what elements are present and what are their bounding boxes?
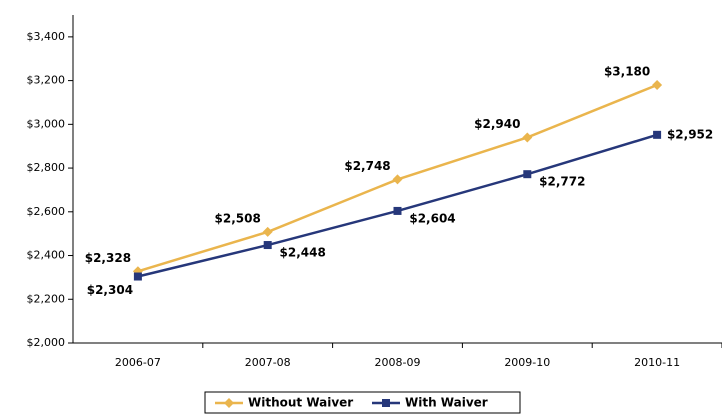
legend-label: Without Waiver — [248, 396, 353, 410]
data-label: $2,748 — [344, 159, 390, 173]
y-tick-label: $2,400 — [27, 249, 66, 262]
x-tick-label: 2008-09 — [375, 356, 421, 369]
marker — [133, 272, 142, 281]
x-tick-label: 2009-10 — [504, 356, 550, 369]
x-tick-label: 2007-08 — [245, 356, 291, 369]
marker — [382, 399, 390, 407]
data-label: $2,604 — [409, 211, 455, 225]
data-label: $2,508 — [215, 211, 261, 225]
x-tick-label: 2010-11 — [634, 356, 680, 369]
y-tick-label: $2,600 — [27, 205, 66, 218]
marker — [262, 226, 273, 237]
marker — [392, 174, 403, 185]
marker — [523, 170, 532, 179]
legend: Without Waiver With Waiver — [204, 391, 521, 414]
marker — [393, 206, 402, 215]
y-tick-label: $3,000 — [27, 117, 66, 130]
data-label: $3,180 — [604, 64, 650, 78]
marker — [263, 241, 272, 250]
data-label: $2,952 — [667, 127, 713, 141]
legend-box — [204, 391, 521, 414]
marker — [522, 132, 533, 143]
y-tick-label: $2,800 — [27, 161, 66, 174]
y-tick-label: $3,200 — [27, 74, 66, 87]
data-label: $2,772 — [539, 175, 585, 189]
data-label: $2,328 — [85, 251, 131, 265]
marker — [224, 398, 234, 408]
series-line — [137, 133, 658, 278]
marker — [652, 79, 663, 90]
marker — [653, 130, 662, 139]
data-label: $2,304 — [87, 283, 133, 297]
y-tick-label: $3,400 — [27, 30, 66, 43]
y-tick-label: $2,000 — [27, 336, 66, 349]
legend-label: With Waiver — [405, 396, 488, 410]
data-label: $2,940 — [474, 117, 520, 131]
x-tick-label: 2006-07 — [115, 356, 161, 369]
y-tick-label: $2,200 — [27, 292, 66, 305]
data-label: $2,448 — [280, 246, 326, 260]
